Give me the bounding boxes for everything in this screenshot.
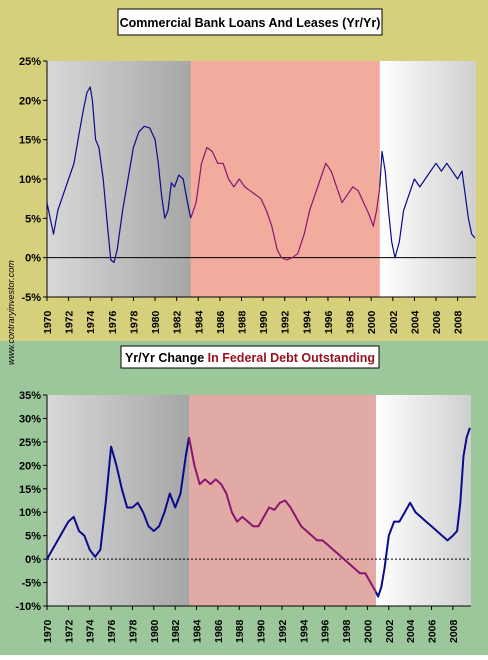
x-tick-label: 1988 [234, 619, 246, 643]
bottom-chart-title: Yr/Yr Change In Federal Debt Outstanding [125, 351, 375, 365]
series-line-2 [188, 437, 377, 593]
series-line-3 [379, 150, 476, 259]
highlight-period-band [189, 395, 376, 606]
x-tick-label: 1974 [85, 310, 97, 334]
y-tick-label: 10% [19, 174, 41, 186]
x-tick-label: 2004 [409, 310, 421, 334]
series-line-1 [46, 86, 192, 263]
x-tick-label: 1990 [258, 310, 270, 334]
x-tick-label: 2004 [405, 619, 417, 643]
x-tick-label: 1970 [42, 619, 54, 643]
x-tick-label: 1992 [277, 619, 289, 643]
bottom-title-part-1: Yr/Yr Change [125, 351, 208, 365]
x-tick-label: 2008 [448, 619, 460, 643]
x-tick-label: 1986 [215, 310, 227, 334]
series-line-1 [46, 437, 190, 560]
x-tick-label: 1996 [320, 619, 332, 643]
y-tick-label: 10% [19, 507, 41, 519]
x-tick-label: 1982 [170, 619, 182, 643]
x-tick-label: 1988 [237, 310, 249, 334]
top-title-box [117, 8, 383, 36]
x-tick-label: 1994 [298, 619, 310, 643]
x-tick-label: 2006 [426, 619, 438, 643]
y-tick-label: 5% [25, 213, 41, 225]
y-tick-label: 20% [19, 95, 41, 107]
y-tick-label: 30% [19, 413, 41, 425]
y-tick-label: -10% [15, 601, 41, 613]
bottom-title-part-2: In Federal Debt Outstanding [208, 351, 375, 365]
y-tick-label: 25% [19, 437, 41, 449]
highlight-period-band [190, 61, 380, 297]
x-tick-label: 2002 [384, 619, 396, 643]
plot-background-right [375, 395, 471, 606]
plot-background-right [379, 61, 476, 297]
x-tick-label: 1978 [127, 619, 139, 643]
y-tick-label: 5% [25, 531, 41, 543]
x-tick-label: 1976 [107, 310, 119, 334]
series-line-2 [190, 146, 381, 261]
y-tick-label: -5% [21, 578, 41, 590]
x-tick-label: 2000 [366, 310, 378, 334]
y-tick-label: 0% [25, 253, 41, 265]
x-tick-label: 1998 [345, 310, 357, 334]
y-tick-label: -5% [21, 292, 41, 304]
x-tick-label: 1972 [63, 619, 75, 643]
x-tick-label: 1986 [213, 619, 225, 643]
y-tick-label: 25% [19, 56, 41, 68]
x-tick-label: 1996 [323, 310, 335, 334]
x-tick-label: 1990 [256, 619, 268, 643]
x-tick-label: 1980 [149, 619, 161, 643]
y-tick-label: 35% [19, 390, 41, 402]
x-tick-label: 2002 [388, 310, 400, 334]
x-tick-label: 1984 [193, 310, 205, 334]
series-line-3 [374, 427, 471, 598]
watermark: www.contraryinvestor.com [6, 260, 16, 365]
top-chart: -5% 0% 5% 10% 15% 20% 25% 1970 1972 1974 1976 1978 1… [19, 56, 476, 334]
top-chart-title: Commercial Bank Loans And Leases (Yr/Yr) [120, 16, 381, 30]
x-tick-label: 1994 [301, 310, 313, 334]
bottom-chart: -10% -5% 0% 5% 10% 15% 20% 25% 30% 35% 1970 1972 197… [15, 390, 471, 643]
y-tick-label: 15% [19, 484, 41, 496]
x-tick-label: 1980 [150, 310, 162, 334]
x-tick-label: 2006 [431, 310, 443, 334]
bottom-title-box [120, 345, 380, 369]
x-tick-label: 1984 [192, 619, 204, 643]
x-tick-label: 2008 [453, 310, 465, 334]
y-tick-label: 20% [19, 460, 41, 472]
x-tick-label: 1978 [128, 310, 140, 334]
x-tick-label: 1992 [280, 310, 292, 334]
plot-background-left [47, 395, 190, 606]
x-tick-label: 1982 [172, 310, 184, 334]
x-tick-label: 1972 [64, 310, 76, 334]
x-tick-label: 1976 [106, 619, 118, 643]
x-tick-label: 1970 [42, 310, 54, 334]
y-tick-label: 0% [25, 554, 41, 566]
x-tick-label: 2000 [362, 619, 374, 643]
x-tick-label: 1974 [85, 619, 97, 643]
x-tick-label: 1998 [341, 619, 353, 643]
y-tick-label: 15% [19, 135, 41, 147]
